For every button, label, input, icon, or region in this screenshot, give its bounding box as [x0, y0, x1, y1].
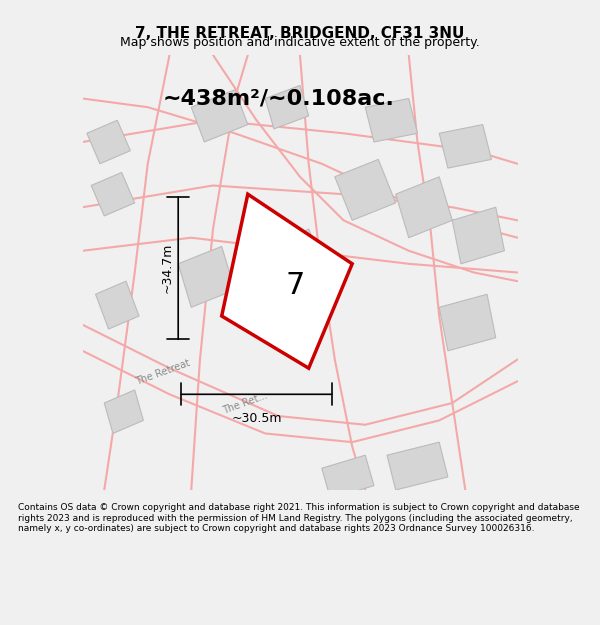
Polygon shape [387, 442, 448, 490]
Text: The Ret...: The Ret... [222, 391, 269, 416]
Polygon shape [87, 120, 130, 164]
Polygon shape [222, 194, 352, 368]
Polygon shape [178, 246, 235, 308]
Polygon shape [439, 294, 496, 351]
Polygon shape [335, 159, 396, 220]
Polygon shape [265, 229, 326, 294]
Polygon shape [322, 455, 374, 499]
Polygon shape [396, 177, 452, 238]
Polygon shape [439, 124, 491, 168]
Text: Contains OS data © Crown copyright and database right 2021. This information is : Contains OS data © Crown copyright and d… [18, 504, 580, 533]
Text: Map shows position and indicative extent of the property.: Map shows position and indicative extent… [120, 36, 480, 49]
Text: ~438m²/~0.108ac.: ~438m²/~0.108ac. [163, 89, 394, 109]
Text: ~30.5m: ~30.5m [231, 412, 282, 425]
Text: 7: 7 [286, 271, 305, 300]
Text: ~34.7m: ~34.7m [161, 243, 174, 293]
Polygon shape [452, 208, 505, 264]
Polygon shape [91, 173, 134, 216]
Polygon shape [265, 86, 309, 129]
Polygon shape [365, 99, 418, 142]
Polygon shape [191, 90, 248, 142]
Text: The Retreat: The Retreat [134, 358, 192, 387]
Polygon shape [104, 390, 143, 434]
Polygon shape [95, 281, 139, 329]
Text: 7, THE RETREAT, BRIDGEND, CF31 3NU: 7, THE RETREAT, BRIDGEND, CF31 3NU [136, 26, 464, 41]
